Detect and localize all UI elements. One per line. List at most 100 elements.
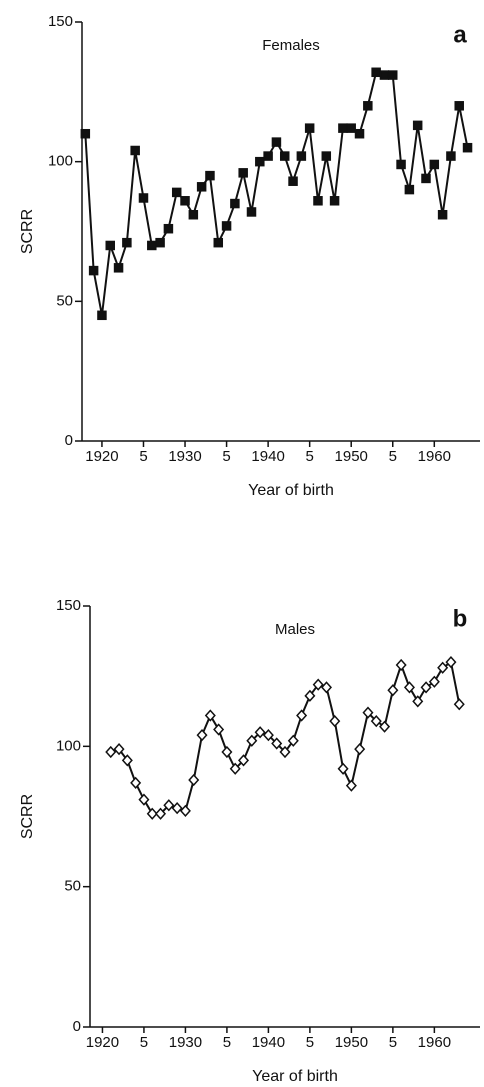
marker (179, 804, 191, 818)
marker (304, 123, 315, 133)
marker (454, 101, 464, 111)
marker (196, 182, 207, 192)
marker (446, 151, 456, 161)
chart-title: Males (275, 621, 315, 638)
marker (122, 237, 132, 248)
marker (421, 173, 431, 184)
x-tick-label: 1940 (252, 1034, 285, 1051)
marker (329, 196, 340, 206)
marker (204, 709, 216, 722)
y-tick-label: 50 (56, 292, 73, 309)
x-tick-label: 5 (389, 448, 397, 465)
marker (329, 714, 341, 728)
marker (362, 706, 374, 719)
marker (395, 658, 407, 672)
marker (213, 237, 224, 248)
x-tick-label: 5 (223, 1034, 231, 1051)
marker (462, 142, 473, 153)
panel-label: a (453, 21, 467, 48)
marker (354, 128, 365, 139)
marker (321, 151, 332, 161)
marker (130, 145, 140, 156)
marker (229, 762, 241, 775)
x-tick-label: 5 (389, 1034, 397, 1051)
marker (429, 159, 440, 170)
marker (146, 807, 158, 820)
marker (445, 656, 457, 669)
x-tick-label: 1930 (168, 448, 201, 465)
marker (221, 745, 233, 759)
panel-label: b (453, 605, 468, 632)
marker (105, 745, 117, 759)
marker (370, 714, 382, 728)
marker (279, 151, 290, 161)
marker (279, 745, 291, 759)
marker (171, 187, 182, 198)
y-axis-label: SCRR (19, 794, 36, 839)
y-tick-label: 50 (64, 878, 81, 895)
marker (163, 223, 174, 234)
marker (255, 156, 265, 167)
marker (238, 754, 250, 767)
marker (221, 221, 232, 231)
y-axis-label: SCRR (19, 209, 36, 254)
marker (412, 695, 424, 708)
marker (428, 675, 440, 688)
x-tick-label: 5 (139, 448, 147, 465)
marker (304, 689, 316, 702)
marker (338, 123, 348, 133)
x-tick-label: 5 (305, 448, 313, 465)
marker (420, 681, 432, 694)
x-tick-label: 5 (306, 1034, 314, 1051)
marker (296, 151, 307, 161)
x-tick-label: 1940 (251, 448, 284, 465)
marker (188, 773, 200, 787)
marker (163, 799, 175, 812)
marker (379, 720, 391, 733)
marker (388, 70, 398, 80)
x-tick-label: 5 (140, 1034, 148, 1051)
marker (412, 120, 423, 131)
marker (396, 159, 406, 170)
marker (230, 198, 240, 209)
marker (403, 681, 415, 694)
marker (313, 196, 323, 206)
marker (437, 661, 449, 674)
marker (138, 793, 150, 806)
marker (113, 743, 125, 756)
marker (271, 137, 282, 147)
y-tick-label: 0 (73, 1018, 81, 1035)
marker (288, 176, 298, 186)
marker (312, 678, 324, 691)
marker (121, 754, 133, 767)
marker (263, 151, 273, 161)
y-tick-label: 100 (48, 153, 73, 170)
marker (205, 170, 215, 181)
chart-title: Females (262, 37, 320, 54)
marker (287, 734, 299, 747)
marker (387, 684, 399, 697)
x-axis-label: Year of birth (248, 482, 334, 499)
marker (196, 728, 208, 742)
marker (379, 70, 390, 80)
x-tick-label: 1920 (85, 448, 118, 465)
marker (188, 209, 199, 220)
marker (354, 743, 366, 756)
marker (97, 310, 107, 321)
marker (320, 681, 332, 694)
marker (80, 128, 91, 139)
marker (246, 207, 257, 217)
marker (238, 168, 248, 178)
marker (171, 801, 183, 815)
marker (296, 709, 308, 722)
marker (437, 209, 448, 220)
y-tick-label: 150 (56, 597, 81, 614)
x-tick-label: 1950 (335, 1034, 368, 1051)
marker (105, 240, 116, 251)
x-tick-label: 1950 (335, 448, 368, 465)
marker (363, 101, 373, 111)
x-tick-label: 1920 (86, 1034, 119, 1051)
marker (271, 737, 283, 750)
x-tick-label: 1930 (169, 1034, 202, 1051)
